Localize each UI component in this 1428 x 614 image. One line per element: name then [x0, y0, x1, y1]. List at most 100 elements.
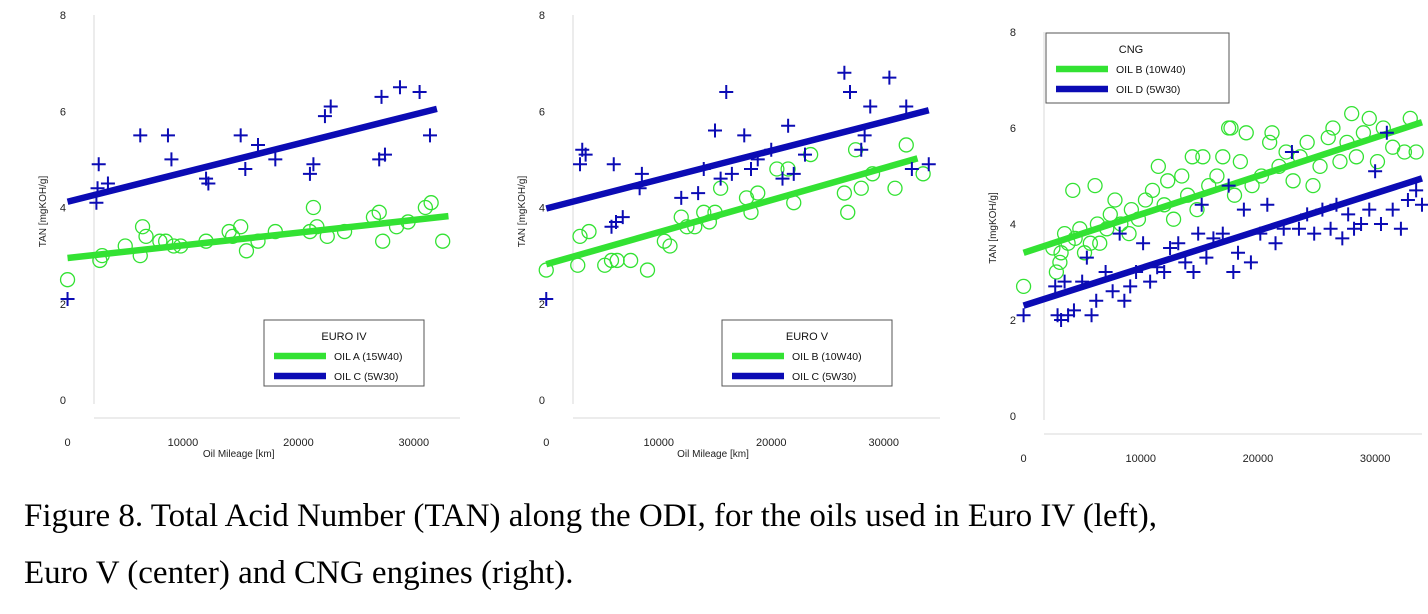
- data-point-circle: [750, 185, 766, 201]
- data-point-circle: [1174, 168, 1190, 184]
- legend-label: OIL C (5W30): [792, 371, 856, 383]
- data-point-plus: [1191, 226, 1206, 241]
- data-point-plus: [606, 157, 621, 172]
- data-point-plus: [1054, 313, 1069, 327]
- data-point-plus: [1243, 255, 1258, 270]
- data-point-plus: [238, 162, 253, 176]
- data-point-circle: [1285, 173, 1301, 189]
- data-point-plus: [1112, 226, 1127, 241]
- data-point-circle: [417, 199, 434, 216]
- data-point-circle: [1053, 245, 1069, 261]
- data-point-circle: [1348, 149, 1365, 165]
- data-point-plus: [1400, 193, 1415, 207]
- legend-title: EURO V: [786, 331, 829, 343]
- y-tick-label: 6: [60, 106, 66, 118]
- data-point-plus: [899, 99, 914, 114]
- data-point-plus: [921, 157, 936, 172]
- data-point-plus: [1291, 221, 1306, 236]
- data-point-circle: [1369, 153, 1386, 170]
- data-point-circle: [1015, 278, 1032, 295]
- data-point-plus: [1415, 197, 1428, 212]
- data-point-circle: [887, 180, 903, 196]
- data-point-circle: [375, 233, 391, 249]
- data-point-plus: [164, 152, 179, 167]
- data-point-plus: [1157, 265, 1172, 279]
- legend-label: OIL D (5W30): [1116, 84, 1180, 96]
- data-point-plus: [377, 147, 392, 162]
- data-point-plus: [317, 109, 332, 124]
- data-point-circle: [1264, 125, 1280, 141]
- data-point-plus: [1163, 241, 1178, 255]
- series-blue: [1016, 125, 1428, 327]
- data-point-circle: [656, 233, 673, 249]
- y-tick-label: 6: [1010, 123, 1016, 135]
- data-point-plus: [882, 70, 897, 85]
- data-point-plus: [323, 99, 338, 114]
- data-point-plus: [615, 210, 630, 225]
- data-point-circle: [1305, 177, 1321, 194]
- y-tick-label: 4: [1010, 219, 1016, 231]
- series-green: [59, 195, 451, 288]
- x-tick-label: 10000: [168, 437, 199, 449]
- data-point-circle: [581, 223, 597, 240]
- chart-panel-2: 0 2 4 6 8 0 10000 20000 30000 TAN [mgKOH/g] Oil Mi…: [517, 10, 940, 460]
- data-point-circle: [1048, 264, 1065, 280]
- data-point-plus: [91, 157, 106, 172]
- data-point-circle: [1408, 144, 1424, 160]
- data-point-plus: [737, 128, 752, 143]
- data-point-plus: [1194, 197, 1209, 212]
- data-point-plus: [1323, 221, 1338, 236]
- data-point-circle: [435, 233, 451, 249]
- figure-caption: Figure 8. Total Acid Number (TAN) along …: [24, 488, 1414, 602]
- data-point-circle: [1195, 149, 1211, 165]
- data-point-plus: [1385, 202, 1400, 217]
- data-point-circle: [1223, 120, 1239, 136]
- data-point-circle: [1262, 134, 1278, 151]
- data-point-plus: [1335, 231, 1350, 246]
- data-point-plus: [1048, 279, 1063, 294]
- data-point-plus: [691, 186, 706, 201]
- data-point-plus: [1284, 145, 1299, 159]
- data-point-circle: [639, 262, 656, 278]
- data-point-circle: [1082, 235, 1099, 251]
- data-point-plus: [1231, 245, 1246, 260]
- data-point-circle: [305, 199, 322, 216]
- data-point-plus: [1117, 293, 1132, 308]
- data-point-circle: [1092, 235, 1108, 251]
- x-tick-label: 0: [64, 437, 70, 449]
- data-point-plus: [1057, 274, 1072, 289]
- data-point-plus: [392, 80, 407, 95]
- data-point-plus: [1268, 236, 1283, 251]
- trend-line: [67, 212, 449, 262]
- data-point-circle: [1137, 192, 1154, 208]
- x-tick-label: 0: [543, 437, 549, 449]
- x-tick-label: 20000: [1243, 453, 1274, 465]
- data-point-plus: [674, 190, 689, 205]
- data-point-plus: [306, 157, 321, 172]
- data-point-circle: [1232, 153, 1249, 170]
- data-point-circle: [1160, 173, 1176, 189]
- legend-label: OIL B (10W40): [1116, 64, 1186, 76]
- data-point-plus: [1123, 279, 1138, 294]
- data-point-circle: [1215, 149, 1231, 165]
- data-point-plus: [1066, 303, 1081, 318]
- trend-line: [1022, 119, 1424, 256]
- data-point-plus: [713, 171, 728, 186]
- y-tick-label: 8: [539, 10, 545, 22]
- data-point-plus: [1393, 221, 1408, 236]
- chart-panel-1: 0 2 4 6 8 0 10000 20000 30000 TAN [mgKOH/g] Oil Mi…: [38, 10, 460, 460]
- legend: CNG OIL B (10W40) OIL D (5W30): [1045, 32, 1230, 104]
- y-tick-label: 4: [539, 203, 545, 215]
- data-point-plus: [133, 128, 148, 143]
- data-point-plus: [1016, 308, 1031, 323]
- data-point-plus: [724, 166, 739, 181]
- data-point-circle: [780, 161, 796, 177]
- y-tick-label: 0: [539, 395, 545, 407]
- data-point-plus: [1341, 207, 1356, 222]
- y-tick-label: 8: [1010, 27, 1016, 39]
- data-point-plus: [268, 152, 283, 167]
- data-point-plus: [374, 89, 389, 104]
- data-point-plus: [786, 166, 801, 181]
- data-point-circle: [622, 252, 639, 269]
